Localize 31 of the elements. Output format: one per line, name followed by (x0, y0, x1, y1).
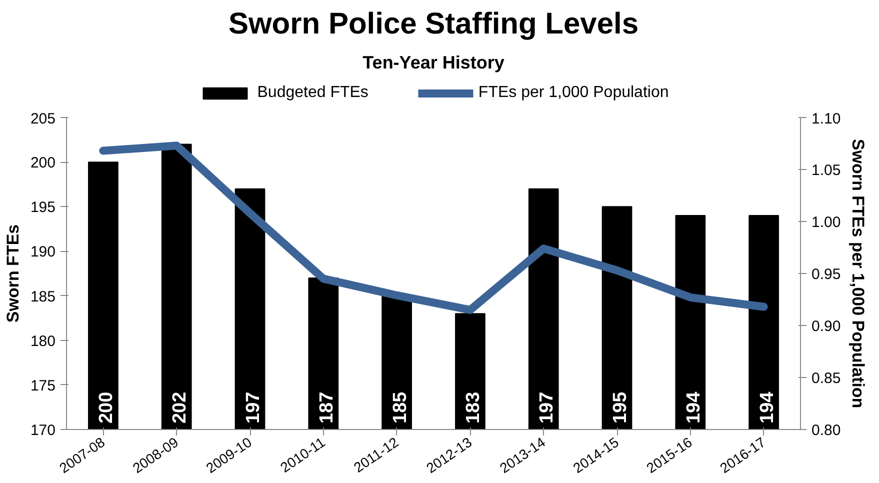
y-tick-label: 190 (30, 244, 56, 261)
y-tick-label: 205 (30, 110, 56, 128)
y-axis-title: Sworn FTEs (3, 224, 22, 323)
data-label: 185 (390, 391, 411, 424)
y-tick-label: 200 (30, 154, 56, 172)
data-label: 194 (756, 391, 778, 424)
y2-axis-title: Sworn FTEs per 1,000 Population (848, 138, 868, 408)
y-tick-label: 195 (30, 199, 56, 216)
y2-tick-label: 0.80 (812, 422, 841, 439)
data-label: 183 (463, 392, 484, 424)
data-label: 197 (536, 392, 558, 424)
data-label: 187 (316, 392, 338, 424)
y2-tick-label: 0.95 (812, 266, 841, 283)
data-label: 197 (243, 392, 264, 424)
y-tick-label: 175 (30, 377, 56, 394)
y2-tick-label: 1.00 (812, 214, 841, 231)
data-label: 195 (610, 391, 631, 424)
chart-subtitle: Ten-Year History (362, 52, 504, 72)
y-tick-label: 180 (30, 332, 56, 350)
y2-tick-label: 0.85 (812, 370, 841, 387)
y-tick-label: 170 (30, 422, 56, 439)
y2-tick-label: 1.05 (812, 162, 841, 179)
legend-label: FTEs per 1,000 Population (478, 84, 669, 102)
data-label: 202 (170, 392, 191, 424)
data-label: 194 (683, 391, 704, 424)
y2-tick-label: 1.10 (812, 110, 841, 128)
chart-title: Sworn Police Staffing Levels (228, 8, 639, 40)
y-tick-label: 185 (30, 288, 56, 306)
y2-tick-label: 0.90 (812, 318, 841, 335)
data-label: 200 (96, 392, 118, 424)
legend-label: Budgeted FTEs (257, 84, 368, 102)
